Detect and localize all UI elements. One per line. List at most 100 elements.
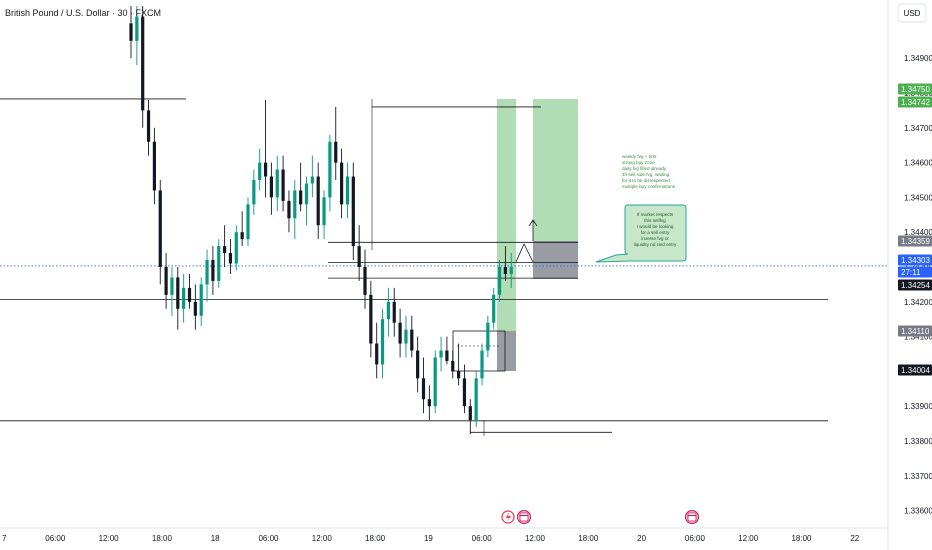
time-tick-label: 12:00 [738,534,759,543]
price-tick-label: 1.33600 [904,507,932,516]
candle-body [246,204,250,240]
time-tick-label: 12:00 [312,534,333,543]
currency-button-frame[interactable] [897,3,927,23]
price-tag-label: 1.34254 [901,281,930,290]
candle-body [187,287,192,302]
price-tag [898,235,932,247]
note-line-2: strong buy zone [622,160,655,165]
entry-zone-left[interactable] [497,331,516,371]
note-line-6: multiple buy confirmations [622,184,676,189]
candle-body [263,162,268,177]
candle-body [433,357,437,407]
price-tag-label: 1.34004 [901,366,930,375]
price-tag [898,279,932,291]
price-tag-label: 1.34303 [901,256,930,265]
candle-body [217,246,221,281]
price-tag-label: 27:11 [901,268,921,277]
time-tick-label: 12:00 [525,534,546,543]
candle-body [445,350,449,361]
candle-body [439,350,443,358]
candle-body [135,16,139,41]
time-tick-label: 06:00 [685,534,706,543]
candle-body [293,190,297,219]
price-tag [898,266,932,278]
candle-body [158,190,162,267]
time-tick-label: 06:00 [258,534,279,543]
symbol-title: British Pound / U.S. Dollar · 30 · FXCM [5,8,161,18]
candles [129,6,513,435]
candle-body [340,162,344,205]
candle-body [164,267,168,295]
callout-line-2: this sellfvg [644,218,666,223]
price-tick-label: 1.33700 [904,472,932,481]
time-tick-label: 20 [637,534,646,543]
candle-body [497,267,502,295]
candle-body [357,246,361,267]
candle-body [228,253,233,264]
calendar-icon[interactable] [685,510,699,524]
time-tick-label: 12:00 [99,534,120,543]
note-line-5: for it to be disrespected. [622,178,671,183]
trade-setup[interactable] [497,99,578,371]
candle-body [386,301,390,320]
candle-body [328,141,332,198]
callout-line-6: liquidity nd cisd entry [634,242,677,247]
candle-body [176,277,180,309]
candle-body [509,267,513,274]
candle-body [170,277,174,295]
target-zone-right[interactable] [533,99,578,241]
up-arrow-head[interactable] [528,219,538,227]
calendar-icon[interactable] [517,510,531,524]
callout-bubble[interactable] [595,204,687,263]
candle-body [398,322,402,344]
candle-body [392,301,396,323]
candle-body [345,176,350,205]
candle-body [451,360,455,372]
candle-body [380,319,385,365]
price-tick-label: 1.34500 [904,193,932,202]
price-tick-label: 1.34400 [904,228,932,237]
time-tick-label: 18:00 [791,534,812,543]
candle-body [129,23,133,41]
time-axis[interactable]: 7 06:00 12:00 18:00 18 06:00 12:00 18:00 19 06:00… [2,534,860,543]
callout-line-3: I would be looking [637,224,674,229]
candle-body [334,141,338,163]
price-tag-label: 1.34359 [901,237,930,246]
candle-body [427,399,431,407]
candle-body [258,162,262,180]
candle-body [205,260,209,285]
time-tick-label: 06:00 [45,534,66,543]
callout-line-4: for a sell entry [641,230,671,235]
candle-body [503,267,507,274]
callout-line-1: If market respects [637,212,674,217]
note-line-3: daily fvg filled already [622,166,667,171]
candle-body [474,378,478,421]
time-tick-label: 18 [211,534,220,543]
candle-body [310,176,314,184]
price-tag [898,254,932,266]
lightning-icon[interactable] [501,510,515,524]
candle-body [492,294,496,323]
candle-body [363,267,367,295]
currency-label: USD [904,9,921,18]
callout-note[interactable]: If market respects this sellfvg I would … [595,204,687,263]
projection-path[interactable] [515,243,534,263]
time-tick-label: 19 [424,534,433,543]
currency-button[interactable]: USD [897,3,927,23]
candle-body [240,232,244,240]
callout-line-5: inverse fvg or [641,236,669,241]
price-tag [898,364,932,376]
candle-body [299,190,303,205]
analysis-note[interactable]: weekly fvg + brkr strong buy zone daily … [622,154,676,189]
horizontal-levels[interactable] [0,98,828,433]
time-tick-label: 18:00 [578,534,599,543]
entry-zone-right[interactable] [533,241,578,279]
price-tick-label: 1.34900 [904,54,932,63]
time-tick-label: 06:00 [472,534,493,543]
candle-body [304,183,309,205]
candle-body [152,141,156,191]
note-line-1: weekly fvg + brkr [622,154,657,159]
price-tick-label: 1.34100 [904,333,932,342]
